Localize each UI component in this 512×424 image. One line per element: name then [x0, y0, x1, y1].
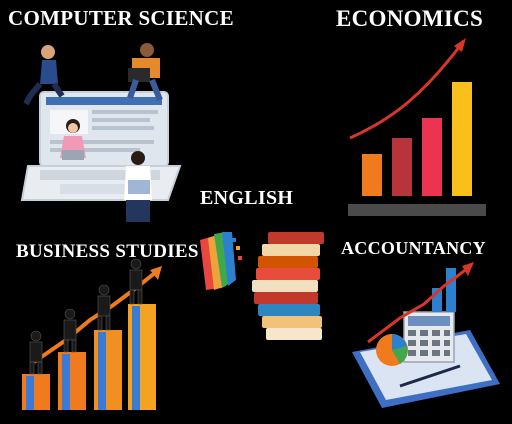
businessmen-on-bars-icon: [22, 258, 162, 410]
computer-science-label: COMPUTER SCIENCE: [8, 6, 234, 30]
economics-label: ECONOMICS: [336, 6, 484, 31]
business-studies-label: BUSINESS STUDIES: [16, 241, 199, 262]
english-label: ENGLISH: [200, 187, 294, 209]
people-with-laptops-icon: [20, 43, 182, 222]
rising-bar-chart-icon: [348, 38, 486, 216]
accountancy-label: ACCOUNTANCY: [341, 238, 486, 258]
books-icon: [200, 232, 324, 340]
calculator-chart-icon: [352, 262, 500, 408]
